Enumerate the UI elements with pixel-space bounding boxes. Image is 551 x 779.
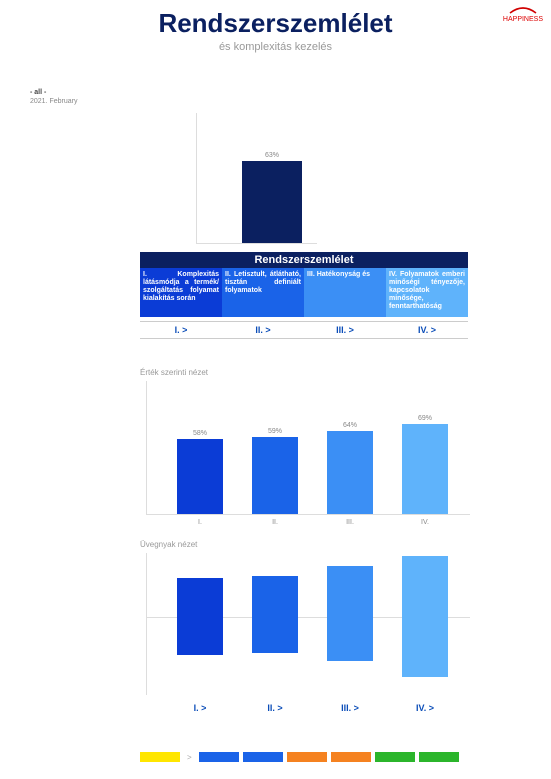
chart2-bar bbox=[402, 424, 448, 514]
chart2-x-label: I. bbox=[177, 519, 223, 526]
page-subtitle: és komplexitás kezelés bbox=[0, 41, 551, 53]
value-view-label: Érték szerinti nézet bbox=[140, 368, 470, 377]
chart1-bar bbox=[242, 161, 302, 243]
chart3-plot bbox=[146, 553, 470, 695]
dimension-table-row: I. Komplexitás látásmódja a termék/ szol… bbox=[140, 268, 468, 317]
dimension-table-title: Rendszerszemlélet bbox=[140, 252, 468, 268]
chart2-value-label: 69% bbox=[402, 415, 448, 422]
chart3-bar-down bbox=[402, 617, 448, 677]
brand-logo-text: HAPPINESS bbox=[503, 16, 543, 23]
meta-date: 2021. February bbox=[30, 97, 77, 106]
legend-swatch bbox=[331, 752, 371, 762]
chart2-plot: 58%I.59%II.64%III.69%IV. bbox=[146, 381, 470, 515]
legend-swatch bbox=[140, 752, 180, 762]
dimension-cell: IV. Folyamatok emberi minőségi tényezője… bbox=[386, 268, 468, 317]
legend-separator: > bbox=[184, 753, 195, 762]
chart2-x-label: IV. bbox=[402, 519, 448, 526]
chart2-x-label: II. bbox=[252, 519, 298, 526]
overall-score-chart: 63% bbox=[190, 110, 320, 250]
chart2-value-label: 64% bbox=[327, 422, 373, 429]
bottleneck-view-chart: I. > II. > III. > IV. > bbox=[140, 553, 470, 713]
legend-swatch bbox=[287, 752, 327, 762]
meta-block: - all - 2021. February bbox=[30, 88, 77, 106]
chart3-link[interactable]: I. > bbox=[170, 703, 230, 713]
chart1-plot: 63% bbox=[196, 113, 317, 244]
dimension-links-row: I. >II. >III. >IV. > bbox=[140, 321, 468, 339]
chart2-value-label: 58% bbox=[177, 430, 223, 437]
chart1-value-label: 63% bbox=[252, 152, 292, 159]
chart2-bar bbox=[177, 439, 223, 514]
legend-swatch bbox=[419, 752, 459, 762]
chart3-bar-up bbox=[327, 566, 373, 617]
meta-filter: - all - bbox=[30, 88, 77, 97]
bottleneck-view-section: Üvegnyak nézet I. > II. > III. > IV. > bbox=[140, 540, 470, 713]
dimension-cell: I. Komplexitás látásmódja a termék/ szol… bbox=[140, 268, 222, 317]
chart2-x-label: III. bbox=[327, 519, 373, 526]
chart3-bar-down bbox=[252, 617, 298, 653]
chart2-value-label: 59% bbox=[252, 428, 298, 435]
dimension-link[interactable]: III. > bbox=[304, 322, 386, 338]
chart3-bar-up bbox=[252, 576, 298, 617]
page-title: Rendszerszemlélet bbox=[0, 8, 551, 39]
chart3-bar-down bbox=[177, 617, 223, 655]
dimension-cell: II. Letisztult, átlátható, tisztán defin… bbox=[222, 268, 304, 317]
legend-swatch bbox=[199, 752, 239, 762]
chart3-bar-down bbox=[327, 617, 373, 661]
chart3-bar-up bbox=[177, 578, 223, 617]
value-view-section: Érték szerinti nézet 58% I. 59% II. 64% III. 6… bbox=[140, 368, 470, 531]
bottleneck-view-label: Üvegnyak nézet bbox=[140, 540, 470, 549]
dimension-link[interactable]: IV. > bbox=[386, 322, 468, 338]
dimension-link[interactable]: II. > bbox=[222, 322, 304, 338]
legend-swatch bbox=[243, 752, 283, 762]
dimension-cell: III. Hatékonyság és bbox=[304, 268, 386, 317]
brand-logo: HAPPINESS bbox=[503, 6, 543, 23]
chart3-link[interactable]: III. > bbox=[320, 703, 380, 713]
dimension-table: Rendszerszemlélet I. Komplexitás látásmó… bbox=[140, 252, 468, 339]
legend-strip: > bbox=[140, 750, 470, 764]
chart3-bar-up bbox=[402, 556, 448, 617]
legend-swatch bbox=[375, 752, 415, 762]
chart2-bar bbox=[327, 431, 373, 514]
chart3-link[interactable]: IV. > bbox=[395, 703, 455, 713]
chart2-bar bbox=[252, 437, 298, 514]
value-view-chart: 58% I. 59% II. 64% III. 69% IV. bbox=[140, 381, 470, 531]
dimension-link[interactable]: I. > bbox=[140, 322, 222, 338]
chart3-link[interactable]: II. > bbox=[245, 703, 305, 713]
